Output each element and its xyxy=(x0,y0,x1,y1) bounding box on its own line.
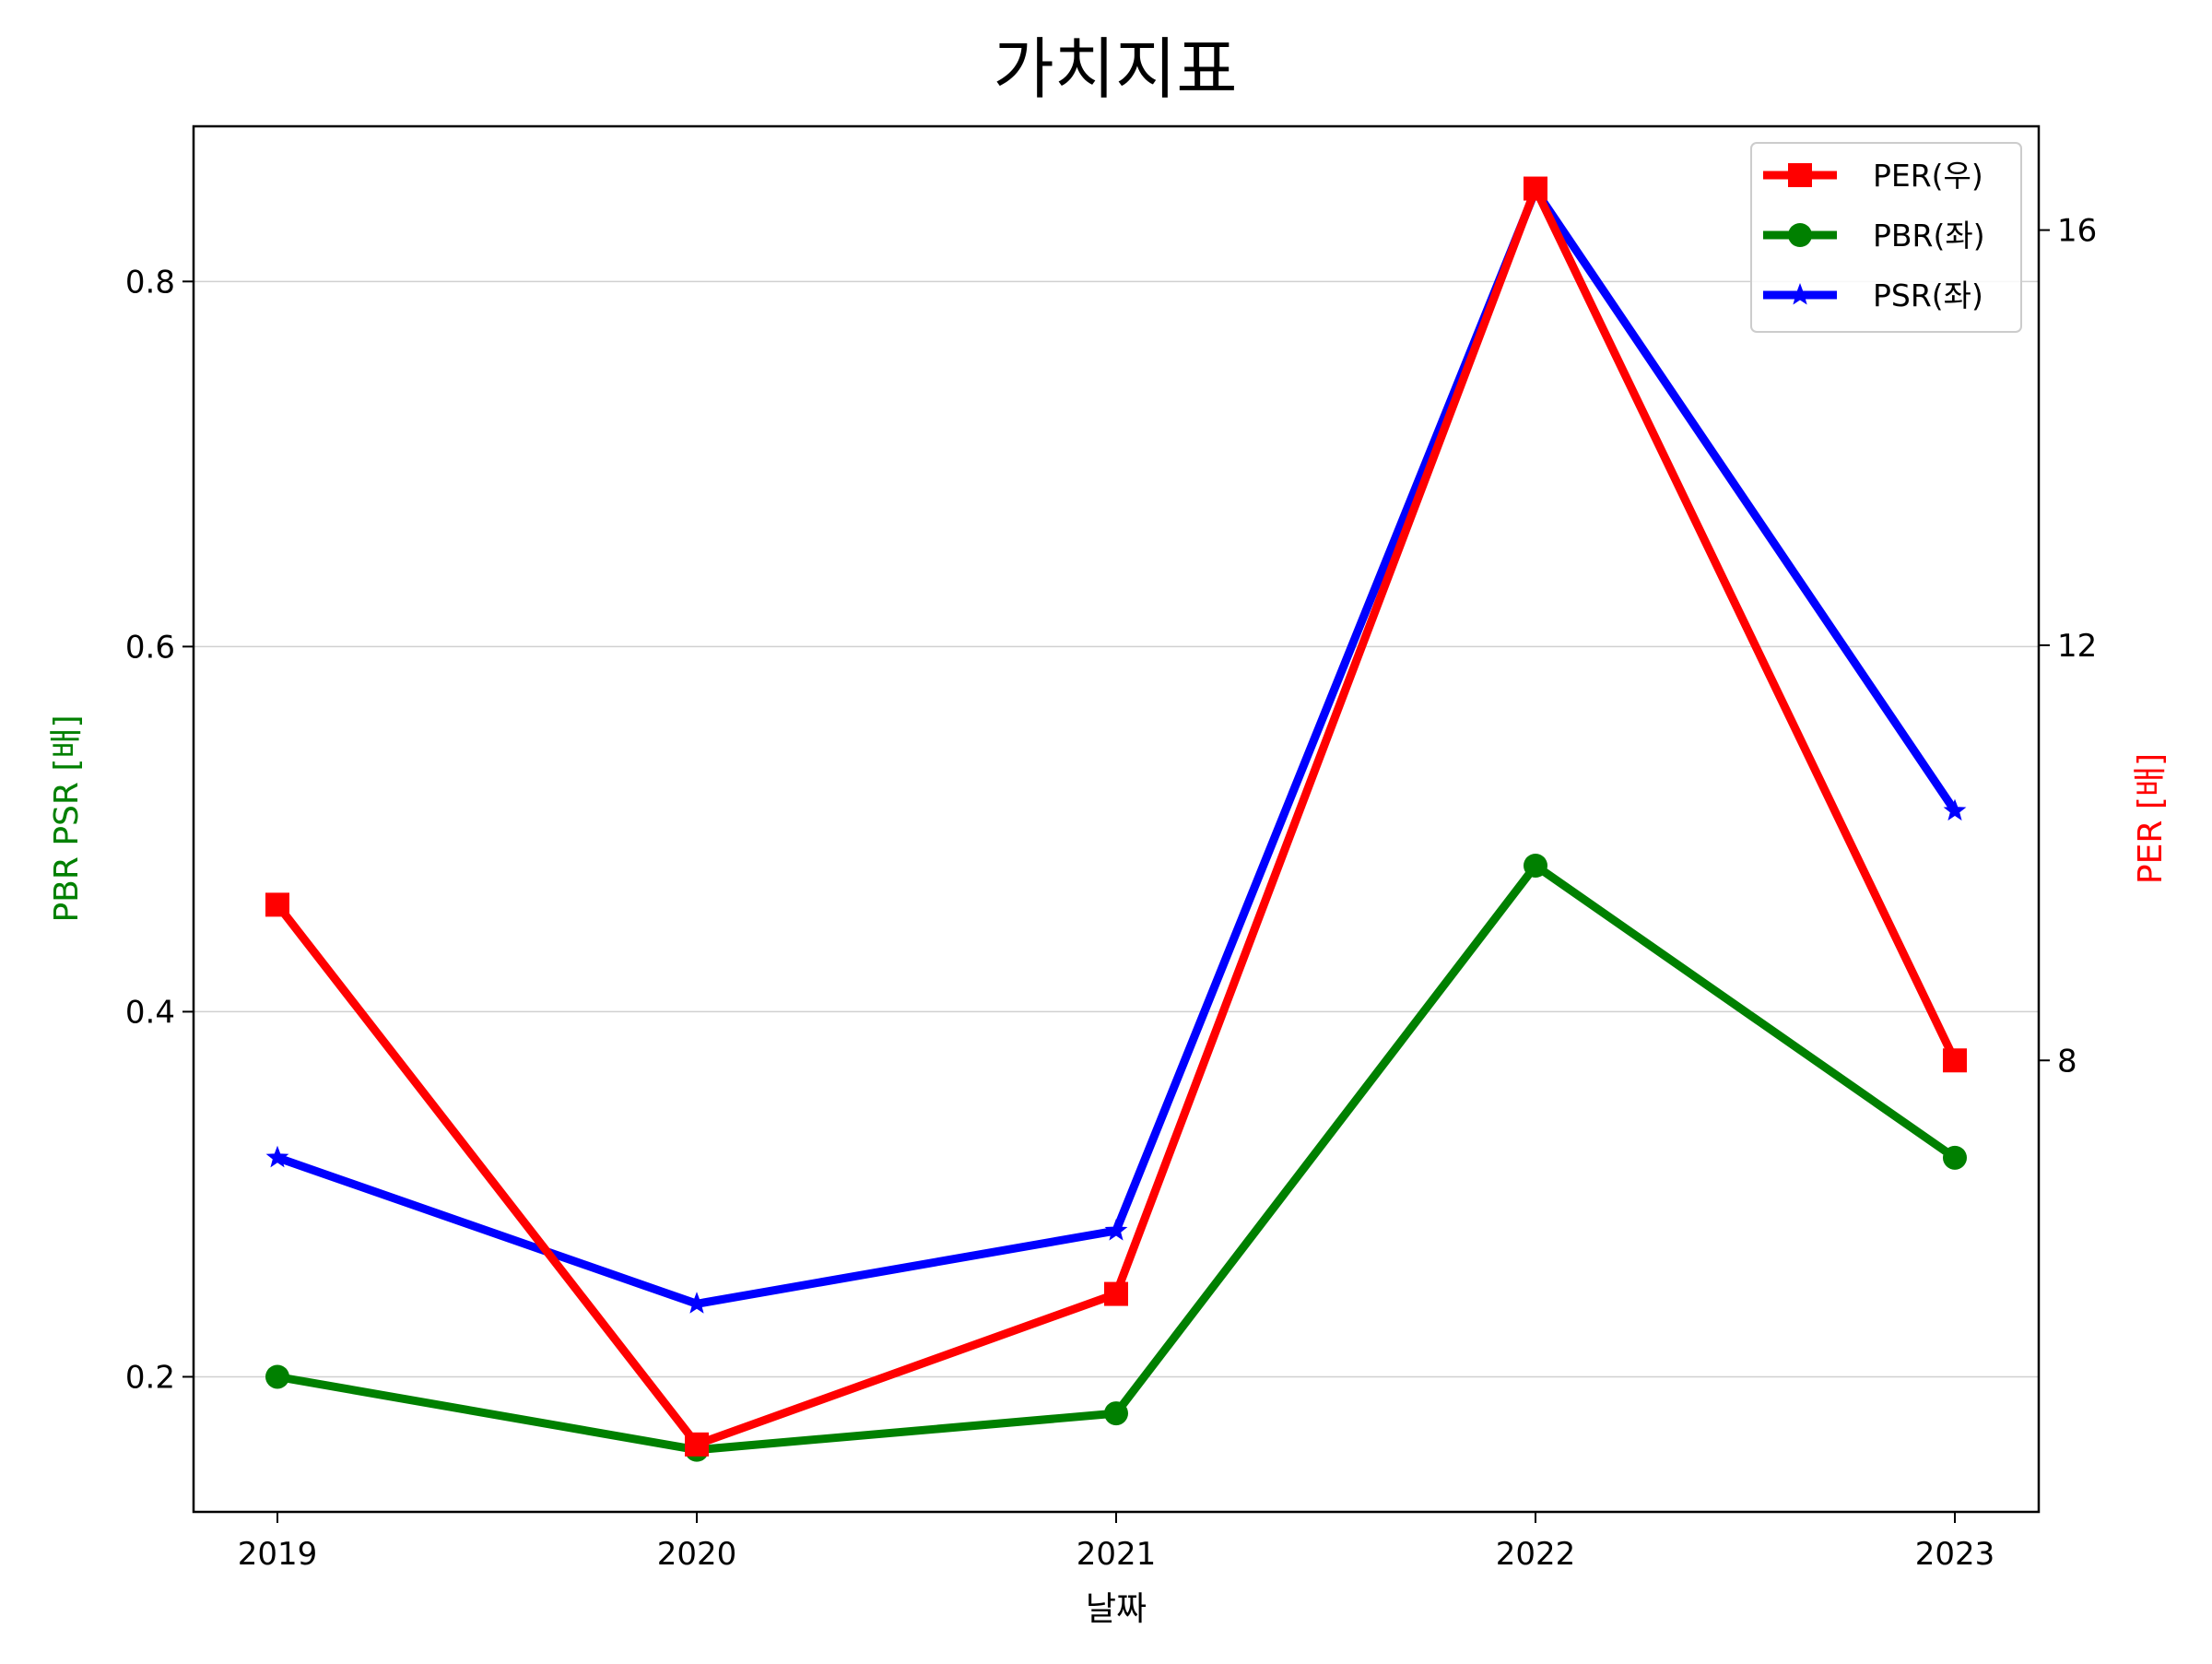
right-y-tick-label: 12 xyxy=(2057,628,2097,665)
left-y-axis: 0.2 0.4 0.6 0.8 xyxy=(125,264,194,1396)
legend-entry: PBR(좌) xyxy=(1763,218,1985,254)
x-tick-label: 2022 xyxy=(1496,1536,1576,1573)
x-axis: 2019 2020 2021 2022 2023 xyxy=(238,1512,1995,1573)
legend: PER(우) PBR(좌) PSR(좌) xyxy=(1750,142,2022,333)
legend-label: PER(우) xyxy=(1873,158,1983,194)
left-y-axis-label: PBR PSR [배] xyxy=(48,714,86,922)
series-layer xyxy=(265,176,1967,1462)
legend-entry: PER(우) xyxy=(1763,158,1983,194)
legend-marker xyxy=(1788,223,1812,247)
data-point xyxy=(685,1292,709,1314)
data-point xyxy=(685,1432,709,1457)
x-tick-label: 2020 xyxy=(657,1536,737,1573)
left-y-tick-label: 0.6 xyxy=(125,629,175,666)
data-point xyxy=(1943,1145,1967,1170)
right-y-tick-label: 16 xyxy=(2057,213,2097,250)
legend-box xyxy=(1750,142,2022,333)
legend-label: PBR(좌) xyxy=(1873,218,1985,254)
series-line xyxy=(273,185,1959,1308)
data-point xyxy=(265,892,289,917)
series-line xyxy=(273,861,1959,1455)
series-line xyxy=(273,184,1959,1449)
legend-marker xyxy=(1788,163,1812,187)
left-y-tick-label: 0.4 xyxy=(125,994,175,1031)
right-y-tick-label: 8 xyxy=(2057,1043,2077,1080)
series-1 xyxy=(265,853,1967,1462)
legend-label: PSR(좌) xyxy=(1873,277,1983,313)
x-tick-label: 2023 xyxy=(1915,1536,1995,1573)
chart-title: 가치지표 xyxy=(994,30,1238,108)
data-point xyxy=(1943,1048,1967,1073)
data-point xyxy=(1943,798,1967,821)
right-y-axis: 8 12 16 xyxy=(2039,213,2097,1080)
data-point xyxy=(1104,1401,1128,1426)
left-y-tick-label: 0.8 xyxy=(125,264,175,301)
series-0 xyxy=(265,178,1967,1314)
grid-lines xyxy=(194,280,2039,1378)
series-2 xyxy=(265,176,1967,1457)
data-point xyxy=(1104,1219,1128,1241)
x-tick-label: 2021 xyxy=(1077,1536,1157,1573)
x-tick-label: 2019 xyxy=(238,1536,318,1573)
legend-marker xyxy=(1788,283,1812,305)
data-point xyxy=(1524,853,1547,878)
data-point xyxy=(265,1364,289,1389)
x-axis-label: 날짜 xyxy=(1086,1590,1147,1628)
legend-entry: PSR(좌) xyxy=(1763,277,1983,313)
data-point xyxy=(265,1145,289,1168)
right-y-axis-label: PER [배] xyxy=(2132,753,2170,884)
left-y-tick-label: 0.2 xyxy=(125,1359,175,1396)
data-point xyxy=(1104,1281,1128,1306)
data-point xyxy=(1524,176,1547,201)
